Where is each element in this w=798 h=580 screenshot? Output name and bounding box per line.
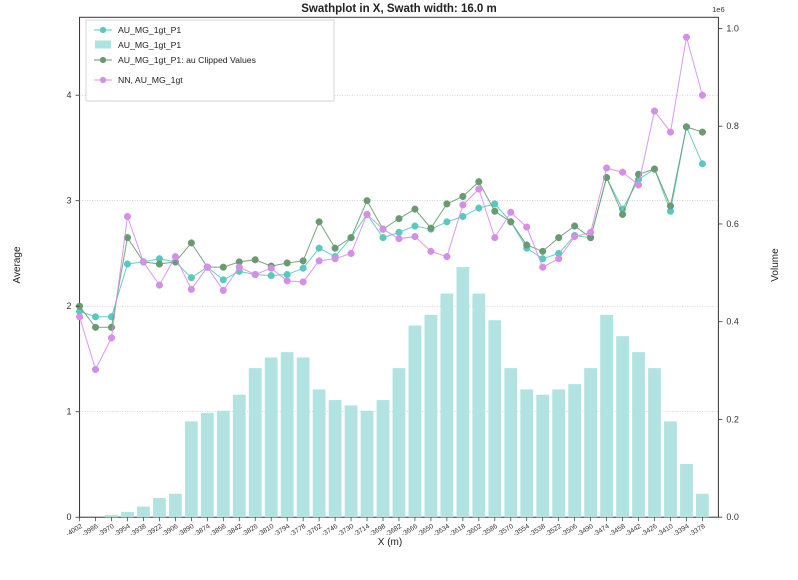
- svg-text:-3810: -3810: [257, 523, 276, 538]
- svg-text:-3762: -3762: [305, 523, 324, 538]
- svg-text:-4002: -4002: [65, 523, 84, 538]
- svg-text:-3730: -3730: [337, 523, 356, 538]
- svg-text:Swathplot in X, Swath width: 1: Swathplot in X, Swath width: 16.0 m: [301, 3, 497, 15]
- svg-text:0.2: 0.2: [726, 414, 739, 424]
- svg-text:-3490: -3490: [576, 523, 595, 538]
- svg-text:-3426: -3426: [640, 523, 659, 538]
- svg-text:-3522: -3522: [544, 523, 563, 538]
- svg-text:-3858: -3858: [209, 523, 228, 538]
- svg-text:NN, AU_MG_1gt: NN, AU_MG_1gt: [118, 75, 183, 85]
- svg-text:AU_MG_1gt_P1: AU_MG_1gt_P1: [118, 25, 181, 35]
- svg-text:1.0: 1.0: [726, 23, 739, 33]
- svg-text:-3586: -3586: [480, 523, 499, 538]
- svg-text:-3954: -3954: [113, 523, 132, 538]
- svg-text:0.6: 0.6: [726, 219, 739, 229]
- svg-text:4: 4: [67, 90, 72, 100]
- svg-text:Average: Average: [12, 246, 23, 284]
- svg-text:-3506: -3506: [560, 523, 579, 538]
- svg-text:AU_MG_1gt_P1: au Clipped Value: AU_MG_1gt_P1: au Clipped Values: [118, 55, 257, 65]
- svg-text:-3890: -3890: [177, 523, 196, 538]
- svg-text:-3906: -3906: [161, 523, 180, 538]
- svg-text:1e6: 1e6: [712, 5, 725, 14]
- svg-text:-3714: -3714: [353, 523, 372, 538]
- svg-text:-3746: -3746: [321, 523, 340, 538]
- svg-text:0: 0: [67, 512, 72, 522]
- svg-text:0.8: 0.8: [726, 121, 739, 131]
- svg-text:-3970: -3970: [97, 523, 116, 538]
- svg-text:-3394: -3394: [672, 523, 691, 538]
- svg-text:-3474: -3474: [592, 523, 611, 538]
- svg-text:-3826: -3826: [241, 523, 260, 538]
- svg-text:3: 3: [67, 196, 72, 206]
- svg-text:-3570: -3570: [496, 523, 515, 538]
- svg-text:Volume: Volume: [770, 248, 781, 282]
- svg-text:-3378: -3378: [688, 523, 707, 538]
- svg-text:0.0: 0.0: [726, 512, 739, 522]
- svg-text:-3794: -3794: [273, 523, 292, 538]
- svg-text:2: 2: [67, 301, 72, 311]
- svg-text:-3458: -3458: [608, 523, 627, 538]
- svg-text:-3410: -3410: [656, 523, 675, 538]
- svg-text:-3874: -3874: [193, 523, 212, 538]
- svg-text:-3778: -3778: [289, 523, 308, 538]
- svg-text:-3634: -3634: [432, 523, 451, 538]
- svg-text:-3698: -3698: [369, 523, 388, 538]
- svg-text:-3442: -3442: [624, 523, 643, 538]
- svg-text:-3842: -3842: [225, 523, 244, 538]
- svg-text:-3602: -3602: [464, 523, 483, 538]
- svg-text:-3554: -3554: [512, 523, 531, 538]
- svg-text:0.4: 0.4: [726, 317, 739, 327]
- svg-text:-3922: -3922: [145, 523, 164, 538]
- svg-text:-3538: -3538: [528, 523, 547, 538]
- svg-text:X (m): X (m): [378, 537, 402, 548]
- svg-text:1: 1: [67, 407, 72, 417]
- svg-text:-3682: -3682: [385, 523, 404, 538]
- svg-text:-3650: -3650: [417, 523, 436, 538]
- svg-text:-3666: -3666: [401, 523, 420, 538]
- svg-text:-3938: -3938: [129, 523, 148, 538]
- svg-text:-3618: -3618: [448, 523, 467, 538]
- svg-text:-3986: -3986: [81, 523, 100, 538]
- svg-text:AU_MG_1gt_P1: AU_MG_1gt_P1: [118, 40, 181, 50]
